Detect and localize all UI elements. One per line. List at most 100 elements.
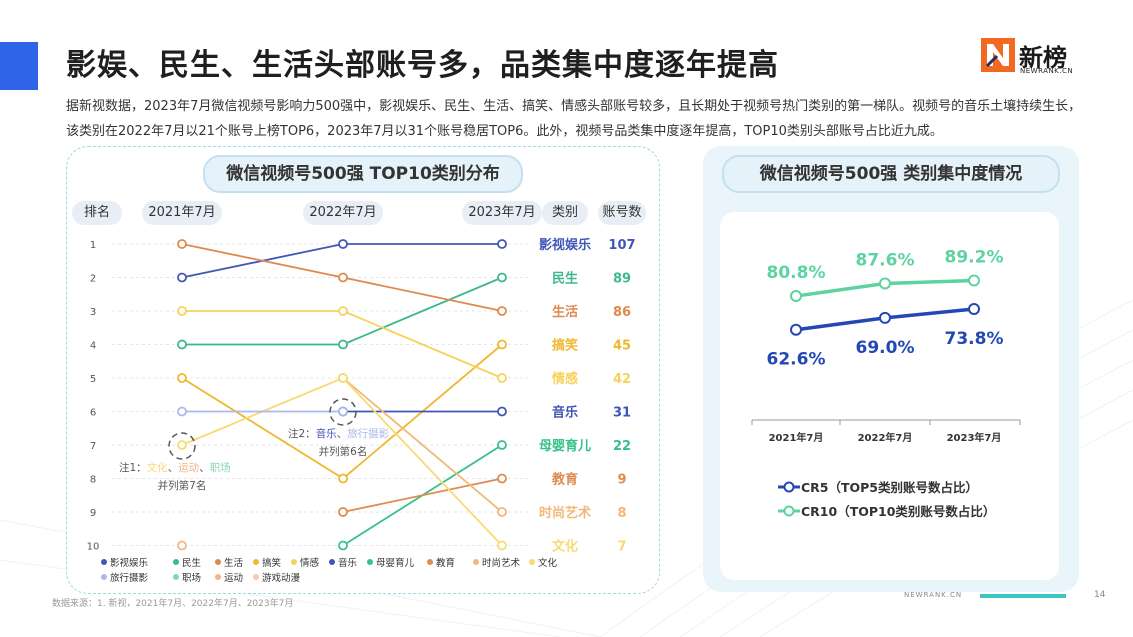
category-label-情感: 情感 [552, 371, 578, 387]
col-header-2022: 2022年7月 [303, 201, 383, 225]
category-count-文化: 7 [617, 540, 626, 555]
series-line-生活 [181, 243, 344, 279]
series-point-母婴育儿 [497, 440, 507, 450]
source-note: 数据来源：1. 新视，2021年7月、2022年7月、2023年7月 [52, 599, 294, 609]
series-point-民生 [177, 339, 187, 350]
category-count-情感: 42 [613, 372, 631, 387]
series-point-旅行摄影 [338, 406, 348, 417]
concentration-chart-card [720, 212, 1059, 580]
legend-dot-生活 [215, 559, 221, 565]
series-point-时尚艺术 [497, 507, 507, 517]
legend-label-影视娱乐: 影视娱乐 [110, 557, 149, 569]
series-point-旅行摄影 [177, 406, 187, 417]
col-header-count: 账号数 [598, 201, 646, 225]
legend-dot-情感 [291, 559, 297, 565]
data-label-CR10: 80.8% [767, 263, 826, 283]
footer-accent-bar [980, 594, 1066, 598]
data-label-CR5: 62.6% [767, 350, 826, 370]
rank-tick-label: 10 [87, 542, 100, 553]
category-label-影视娱乐: 影视娱乐 [539, 237, 591, 253]
col-header-2021: 2021年7月 [142, 201, 222, 225]
series-line-生活 [342, 276, 503, 312]
rank-tick-label: 1 [90, 240, 96, 251]
legend-label-生活: 生活 [224, 557, 244, 569]
rank-tick-label: 5 [90, 374, 96, 385]
category-count-生活: 86 [613, 305, 631, 320]
series-point-文化 [338, 373, 348, 383]
legend-dot-母婴育儿 [367, 559, 373, 565]
series-point-搞笑 [497, 339, 507, 350]
category-count-音乐: 31 [613, 406, 631, 421]
series-point-民生 [338, 339, 348, 350]
category-label-母婴育儿: 母婴育儿 [539, 438, 591, 454]
rank-tick-label: 8 [90, 475, 96, 486]
rank-tick-label: 9 [90, 508, 96, 519]
category-count-搞笑: 45 [613, 339, 631, 354]
series-line-教育 [342, 477, 503, 513]
category-label-生活: 生活 [552, 304, 578, 320]
series-line-文化 [342, 377, 503, 547]
series-point-影视娱乐 [338, 239, 348, 249]
legend-label-运动: 运动 [224, 573, 243, 584]
legend-point-CR5 [783, 481, 795, 493]
col-header-rank: 排名 [72, 201, 122, 225]
series-point-搞笑 [177, 373, 187, 383]
rank-tick-label: 7 [90, 441, 96, 452]
legend-label-音乐: 音乐 [338, 557, 358, 569]
legend-label-职场: 职场 [182, 573, 201, 584]
category-label-搞笑: 搞笑 [552, 338, 578, 354]
legend-label-母婴育儿: 母婴育儿 [376, 557, 415, 569]
legend-dot-教育 [427, 559, 433, 565]
legend-dot-影视娱乐 [101, 559, 107, 565]
legend-dot-时尚艺术 [473, 559, 479, 565]
series-point-CR10 [790, 290, 802, 303]
legend-label-CR10: CR10（TOP10类别账号数占比） [801, 504, 995, 519]
rank-tick-label: 2 [90, 274, 96, 285]
category-label-民生: 民生 [552, 271, 578, 287]
concentration-chart-title: 微信视频号500强 类别集中度情况 [722, 155, 1060, 193]
legend-dot-搞笑 [253, 559, 259, 565]
series-point-母婴育儿 [338, 540, 348, 551]
series-line-搞笑 [181, 377, 344, 480]
series-point-CR5 [790, 323, 802, 336]
category-label-教育: 教育 [551, 472, 578, 488]
series-point-CR5 [879, 311, 891, 324]
category-label-音乐: 音乐 [552, 405, 578, 421]
category-count-母婴育儿: 22 [613, 439, 631, 454]
newrank-logo-icon [981, 38, 1015, 72]
series-point-CR10 [968, 274, 980, 287]
data-label-CR5: 73.8% [945, 329, 1004, 349]
data-label-CR5: 69.0% [856, 338, 915, 358]
legend-label-游戏动漫: 游戏动漫 [262, 572, 301, 584]
category-label-文化: 文化 [552, 539, 578, 555]
series-point-运动 [177, 540, 187, 551]
x-tick-label: 2023年7月 [947, 431, 1002, 444]
footer-brand: NEWRANK.CN [904, 591, 963, 599]
legend-label-CR5: CR5（TOP5类别账号数占比） [801, 480, 978, 495]
rank-tick-label: 3 [90, 307, 96, 318]
series-point-生活 [497, 306, 507, 316]
series-point-情感 [497, 373, 507, 383]
series-point-影视娱乐 [497, 239, 507, 249]
series-point-CR10 [879, 277, 891, 290]
legend-label-教育: 教育 [436, 557, 455, 569]
category-count-影视娱乐: 107 [608, 238, 635, 253]
logo-text: 新榜 [1019, 44, 1067, 72]
series-point-民生 [497, 272, 507, 283]
legend-label-旅行摄影: 旅行摄影 [110, 572, 149, 584]
series-point-情感 [177, 306, 187, 316]
note2-text: 注2：音乐、旅行摄影 [288, 427, 390, 440]
ranking-chart-title: 微信视频号500强 TOP10类别分布 [203, 155, 523, 193]
legend-dot-职场 [173, 574, 179, 580]
col-header-category: 类别 [542, 201, 588, 225]
legend-dot-旅行摄影 [101, 574, 107, 580]
note1-suffix: 并列第7名 [158, 479, 207, 492]
note1-text: 注1：文化、运动、职场 [119, 461, 231, 474]
tie-marker-2022 [329, 398, 357, 426]
series-point-生活 [338, 272, 348, 283]
series-line-民生 [342, 276, 503, 346]
category-count-时尚艺术: 8 [617, 506, 626, 521]
series-point-CR5 [968, 303, 980, 315]
series-line-时尚艺术 [342, 377, 503, 513]
